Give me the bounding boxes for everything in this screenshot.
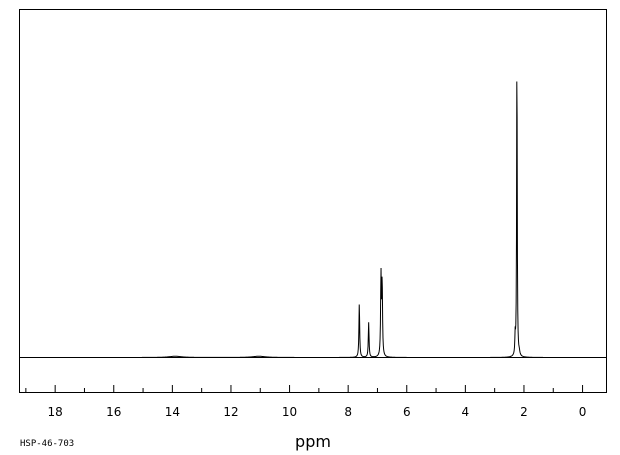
x-tick-label: 2 (520, 405, 528, 419)
x-tick-label: 8 (344, 405, 352, 419)
x-axis-title: ppm (295, 432, 331, 451)
x-tick-label: 16 (106, 405, 121, 419)
x-tick-label: 6 (403, 405, 411, 419)
sample-id-label: HSP-46-703 (20, 439, 74, 449)
plot-frame (19, 9, 607, 393)
x-tick-label: 0 (579, 405, 587, 419)
x-tick-label: 12 (223, 405, 238, 419)
x-tick-label: 10 (282, 405, 297, 419)
spectrum-trace (20, 81, 606, 358)
x-tick-label: 18 (48, 405, 63, 419)
x-axis-ticks (25, 385, 584, 392)
x-axis-tick-labels: 18 16 14 12 10 8 6 4 2 0 (48, 405, 587, 419)
x-tick-label: 4 (462, 405, 470, 419)
x-tick-label: 14 (165, 405, 180, 419)
